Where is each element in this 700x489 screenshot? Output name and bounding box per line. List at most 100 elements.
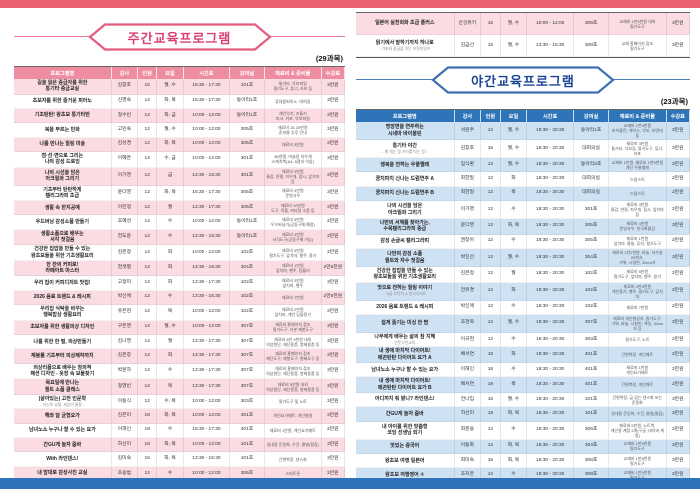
time-slot: 18:30 - 20:30 bbox=[527, 234, 575, 249]
capacity: 15 bbox=[481, 454, 501, 468]
tuition-fee: 3만원 bbox=[667, 158, 690, 172]
column-header: 강사 bbox=[455, 110, 482, 122]
day-of-week: 수 bbox=[157, 423, 184, 438]
day-continued-rows: 일본어 실전회화 초급 플러스 안강유키 15 월, 수 10:00 - 12:00 30… bbox=[356, 13, 690, 57]
instructor: 고정미 bbox=[112, 276, 139, 290]
day-of-week: 월, 수 bbox=[501, 314, 528, 332]
time-slot: 10:00 - 12:00 bbox=[527, 13, 575, 34]
program-subtitle: - 별 헤는 밤 기타를 타는 밤 ! bbox=[382, 149, 428, 154]
day-of-week: 월, 수 bbox=[501, 392, 528, 407]
day-program-continued-table: 일본어 실전회화 초급 플러스 안강유키 15 월, 수 10:00 - 12:00 30… bbox=[356, 12, 690, 58]
capacity: 12 bbox=[481, 300, 501, 314]
program-name: 쉽게 즐기는 미싱 한 땀 bbox=[356, 314, 455, 332]
classroom: 305호 bbox=[230, 185, 265, 201]
day-of-week: 금 bbox=[157, 167, 184, 185]
instructor: 김은정 bbox=[112, 245, 139, 260]
materials: 재료비 5만원 필기도구, 앞치마, 행주, 용기 bbox=[609, 267, 667, 282]
capacity: 12 bbox=[138, 94, 158, 108]
day-of-week: 월, 수 bbox=[501, 249, 528, 267]
classroom: 307호 bbox=[230, 320, 265, 335]
time-slot: 13:30 - 17:30 bbox=[184, 335, 231, 349]
table-row: 쿵치파치 신나는 드럼연주 A 최한일 12 화 18:30 - 20:30 대회의실 드럼… bbox=[356, 172, 690, 187]
materials: 재료비 3만원 물감, 연필, 지우개, 접시, 앞치마 등 bbox=[265, 167, 322, 185]
time-slot: 15:30 - 17:30 bbox=[184, 79, 231, 94]
time-slot: 18:30 - 20:30 bbox=[527, 332, 575, 347]
table-row: 나만의 감성 소품 퀼트와 자수 첫걸음 박진선 12 월, 수 18:30 - 20:… bbox=[356, 249, 690, 268]
time-slot: 13:30 - 16:30 bbox=[184, 290, 231, 305]
classroom: 101호 bbox=[574, 392, 610, 407]
time-slot: 13:30 - 15:30 bbox=[527, 35, 575, 56]
day-of-week: 월, 수 bbox=[157, 123, 184, 137]
instructor: 김창호 bbox=[455, 140, 482, 157]
tuition-fee: 3만원 bbox=[667, 219, 690, 234]
program-name: 간GU게 놀자 줌바 bbox=[14, 438, 112, 452]
capacity: 15 bbox=[138, 79, 158, 94]
time-slot: 10:00 - 12:00 bbox=[184, 466, 231, 481]
night-program-banner: 야간교육프로그램 bbox=[356, 65, 690, 95]
day-of-week: 수 bbox=[157, 466, 184, 481]
capacity: 18 bbox=[481, 347, 501, 362]
column-header: 수강료 bbox=[322, 67, 345, 79]
table-row: 감성 손글씨 캘리그라피 권창아 12 수 18:30 - 20:30 305호 재료비 1… bbox=[356, 234, 690, 250]
classroom: 102호 bbox=[574, 300, 610, 314]
table-row: 건강한 집밥을 만들 수 있는 왕초보들을 위한 기초생활요리 김은정 12 화 10:… bbox=[14, 245, 345, 261]
table-row: 간GU게 놀자 줌바 하선미 18 화, 목 10:00 - 12:00 101호 실내용 … bbox=[14, 438, 345, 453]
program-subtitle: - 기초와 중급을 잇는 브릿지영어 bbox=[379, 46, 431, 51]
materials: 교재비 1만6천원 필기도구 bbox=[609, 454, 667, 468]
capacity: 12 bbox=[481, 282, 501, 300]
instructor: 최준용 bbox=[455, 421, 482, 439]
capacity: 12 bbox=[138, 466, 158, 481]
classroom: 101호 bbox=[574, 407, 610, 421]
day-of-week: 수 bbox=[157, 290, 184, 305]
materials: 재료비 7만원 bbox=[609, 300, 667, 314]
tuition-fee: 3만원 bbox=[322, 79, 345, 94]
table-row: 재봉틀 기초부터 의상제작까지 김은창 12 화 13:30 - 17:30 307호 재료… bbox=[14, 349, 345, 364]
materials: 재료비 7만원 bbox=[265, 290, 322, 305]
tuition-fee: 2만원 bbox=[667, 468, 690, 482]
day-of-week: 화 bbox=[157, 245, 184, 260]
capacity: 12 bbox=[138, 167, 158, 185]
table-row: 남녀노소 누구나 할 수 있는 요가 이해인 18 수 15:30 - 17:30 401… bbox=[14, 423, 345, 439]
instructor: 이동식 bbox=[112, 394, 139, 409]
classroom: 305호 bbox=[230, 201, 265, 215]
day-of-week: 화, 목 bbox=[501, 454, 528, 468]
table-row: 초보자를 위한 생활의상 디자인 구은영 12 월, 수 10:00 - 12:00 30… bbox=[14, 320, 345, 336]
table-row: 남녀노소 누구나 할 수 있는 요가 이해인 18 수 18:30 - 20:30 401… bbox=[356, 362, 690, 378]
tuition-fee: 3만원 bbox=[667, 13, 690, 34]
program-subtitle: - 고급 브런치 & 한식디저트 bbox=[383, 292, 427, 297]
table-row: 쿵치파치 신나는 드럼연주 B 최한일 12 목 18:30 - 20:30 대회의실 드럼… bbox=[356, 186, 690, 202]
night-ribbon: 야간교육프로그램 bbox=[430, 65, 616, 95]
table-row: 복을 부르는 민화 고민숙 12 월, 수 10:00 - 12:00 305호 재료비 1… bbox=[14, 123, 345, 138]
table-row: With 라인댄스! 김미숙 15 화, 목 13:30 - 15:30 101호 간편복장… bbox=[14, 452, 345, 467]
classroom: 305호 bbox=[230, 137, 265, 152]
materials: 재료비 5만원 우드버닝기(공동구매 예정) bbox=[265, 215, 322, 229]
table-row: 나를 만나는 힐링 미술 김성경 12 화, 목 10:00 - 12:00 305호 재료… bbox=[14, 137, 345, 153]
day-of-week: 수 bbox=[501, 201, 528, 219]
time-slot: 18:30 - 20:30 bbox=[527, 201, 575, 219]
classroom: 306호 bbox=[230, 466, 265, 481]
classroom: 304호 bbox=[574, 439, 610, 453]
classroom: 동아리3호 bbox=[574, 158, 610, 172]
night-table-header: 프로그램명 강사 인원 요일 시간표 강의실 재료비 & 준비물 수강료 bbox=[356, 110, 690, 122]
instructor: 이가영 bbox=[112, 167, 139, 185]
instructor: 안강유키 bbox=[455, 13, 482, 34]
day-of-week: 수 bbox=[501, 300, 528, 314]
program-name: 간GU게 놀자 줌바 bbox=[356, 407, 455, 421]
column-header: 재료비 & 준비물 bbox=[609, 110, 667, 122]
capacity: 18 bbox=[481, 362, 501, 377]
program-subtitle: - 자신의 성찰, 세상의 통찰 - bbox=[40, 402, 85, 407]
time-slot: 18:30 - 20:30 bbox=[527, 377, 575, 392]
table-row: 명장면을 연주하는 시네마 바이올린 석원주 12 월, 수 18:30 - 20:30… bbox=[356, 122, 690, 140]
tuition-fee: 3만원 bbox=[667, 314, 690, 332]
time-slot: 10:00 - 12:00 bbox=[184, 215, 231, 229]
time-slot: 18:30 - 20:30 bbox=[527, 267, 575, 282]
program-name: 남녀노소 누구나 할 수 있는 요가 bbox=[14, 423, 112, 438]
materials: 재료비 15-20만원 준비물 추후 안내 bbox=[265, 123, 322, 137]
tuition-fee: 3만원 bbox=[322, 185, 345, 201]
table-row: 통기타 야간 - 별 헤는 밤 기타를 타는 밤 ! 김창호 15 월, 수 18:30 … bbox=[356, 140, 690, 158]
time-slot: 18:30 - 20:30 bbox=[527, 439, 575, 453]
table-row: 맛있는 중국어 이동화 12 화, 목 18:30 - 20:30 304호 교재비 1만5… bbox=[356, 439, 690, 454]
classroom: 동아리1호 bbox=[230, 108, 265, 123]
program-name: 나를 위한 한 벌, 의상만들기 bbox=[14, 335, 112, 349]
table-row: 한 잔의 커피로! 라떼아트 마스터 한샛별 12 화 13:30 - 16:30 304… bbox=[14, 260, 345, 277]
